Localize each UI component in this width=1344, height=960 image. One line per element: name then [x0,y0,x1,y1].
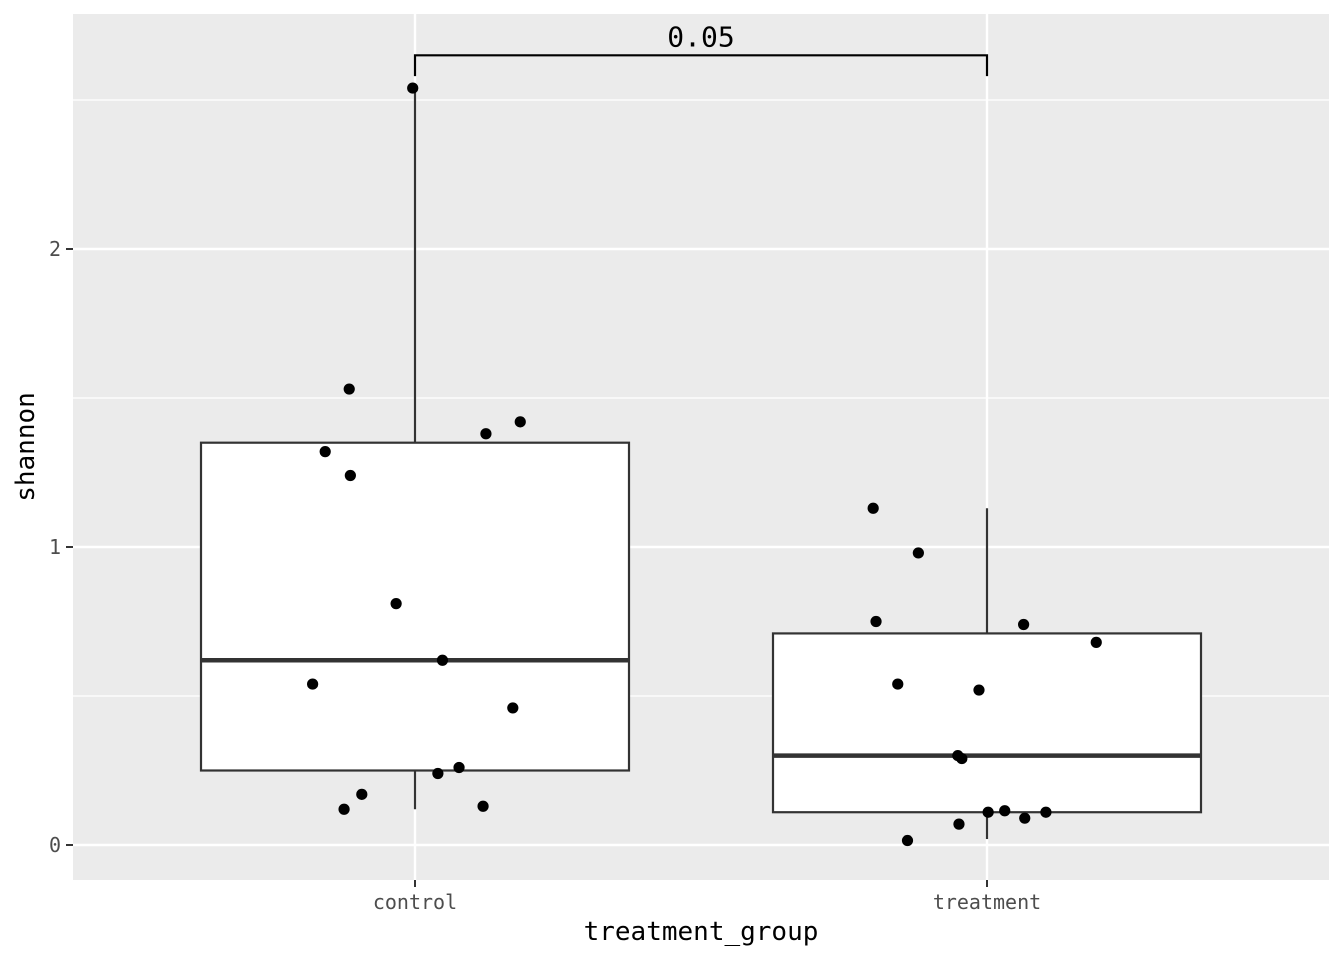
data-point [982,806,994,818]
data-point [436,654,449,666]
data-point [356,788,368,800]
box-body [771,632,1203,814]
data-point [912,547,924,559]
data-point [956,752,968,765]
data-point [514,416,526,428]
data-point [901,834,914,847]
x-tick-label: treatment [933,890,1041,914]
y-tick-label: 0 [49,833,61,857]
data-points [307,82,1102,847]
data-point [480,428,492,440]
data-point [477,800,489,812]
data-point [953,818,965,830]
data-point [1040,806,1052,818]
data-point [344,469,356,482]
data-point [1090,636,1102,648]
data-point [319,446,331,458]
data-point [867,502,879,514]
data-point [453,761,465,774]
p-value-label: 0.05 [667,20,734,53]
significance-bracket: 0.05 [413,20,989,77]
data-point [973,684,985,696]
data-point [892,678,904,690]
data-point [1019,812,1031,824]
data-point [390,598,402,610]
boxes [199,88,1203,840]
data-point [1018,618,1030,631]
y-tick-label: 1 [49,535,61,559]
x-tick-label: control [373,890,457,914]
bracket-line [413,54,989,77]
data-point [343,383,355,395]
box-body [199,441,631,772]
y-tick-label: 2 [49,237,61,261]
data-point [432,767,444,780]
data-point [999,805,1011,817]
y-axis-title: shannon [11,392,41,502]
data-point [407,82,419,94]
x-axis-title: treatment_group [584,917,819,947]
axes: 0 1 2 control treatment [49,237,1041,914]
data-point [338,803,350,815]
data-point [870,615,882,628]
data-point [507,702,519,714]
data-point [307,678,319,690]
